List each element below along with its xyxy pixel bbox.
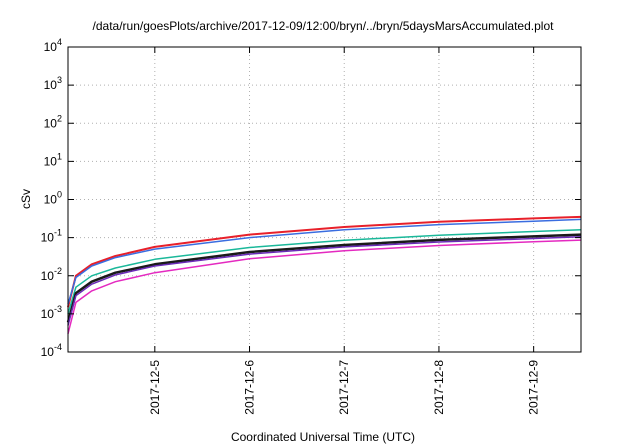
x-tick-label: 2017-12-9: [527, 360, 541, 415]
y-tick-label: 103: [44, 75, 62, 92]
y-axis-label: cSv: [19, 189, 33, 209]
y-tick-label: 100: [44, 190, 62, 207]
y-tick-label: 10-4: [41, 342, 62, 359]
series-line-4: [66, 233, 582, 323]
y-tick-label: 104: [44, 37, 62, 54]
series-line-2: [67, 218, 582, 305]
series-line-3: [67, 229, 582, 315]
y-tick-label: 101: [44, 151, 62, 168]
x-axis-label: Coordinated Universal Time (UTC): [231, 430, 415, 444]
series-line-1: [67, 215, 582, 308]
x-axis: 2017-12-5 2017-12-6 2017-12-7 2017-12-8 2017…: [148, 47, 541, 415]
chart-title: /data/run/goesPlots/archive/2017-12-09/1…: [93, 19, 555, 33]
x-tick-label: 2017-12-8: [432, 360, 446, 415]
y-tick-label: 10-3: [41, 304, 62, 321]
x-tick-label: 2017-12-5: [148, 360, 162, 415]
y-tick-label: 102: [44, 113, 62, 130]
y-axis: 10-4 10-3 10-2 10-1 100 101 102 103 104: [41, 37, 581, 359]
x-tick-label: 2017-12-6: [243, 360, 257, 415]
y-tick-label: 10-1: [41, 228, 62, 245]
series-line-5: [67, 236, 582, 326]
series-line-6: [67, 239, 582, 334]
plot-series: [66, 215, 582, 334]
x-tick-label: 2017-12-7: [337, 360, 351, 415]
y-tick-label: 10-2: [41, 266, 62, 283]
gridlines: [68, 47, 581, 352]
